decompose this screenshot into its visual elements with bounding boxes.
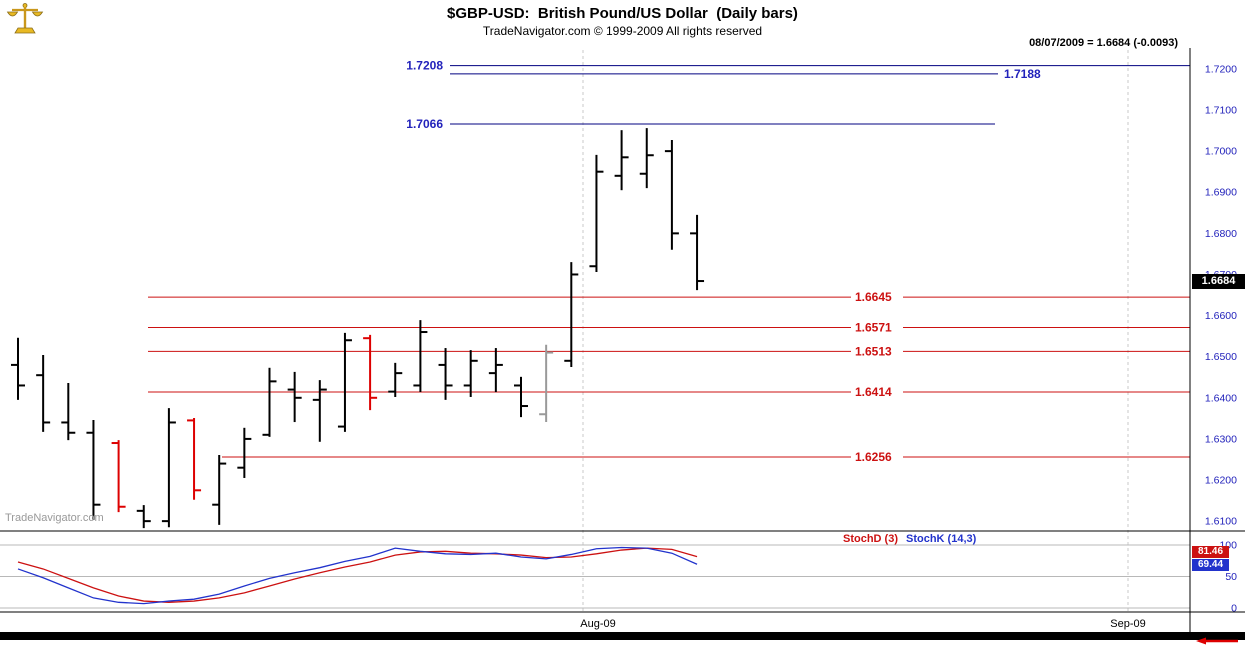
price-axis-label: 1.6300 — [1205, 433, 1237, 445]
price-axis-label: 1.6100 — [1205, 516, 1237, 528]
price-axis-label: 1.6400 — [1205, 392, 1237, 404]
stoch-d-line — [17, 547, 698, 603]
scales-logo-graphic — [6, 3, 44, 34]
price-level-label: 1.7188 — [1004, 67, 1041, 81]
level-label-mask — [851, 343, 903, 359]
watermark-text: TradeNavigator.com — [5, 512, 104, 524]
price-axis-label: 1.6900 — [1205, 187, 1237, 199]
level-label-mask — [851, 289, 903, 305]
price-axis-label: 1.6200 — [1205, 475, 1237, 487]
price-axis-label: 1.7000 — [1205, 146, 1237, 158]
price-level-label: 1.6513 — [855, 344, 892, 358]
price-axis-label: 1.6800 — [1205, 228, 1237, 240]
copyright-text: TradeNavigator.com © 1999-2009 All right… — [482, 24, 763, 38]
stoch-d-value-badge: 81.46 — [1192, 546, 1229, 558]
price-axis-label: 1.6500 — [1205, 351, 1237, 363]
price-level-label: 1.6571 — [855, 321, 892, 335]
level-label-mask — [851, 449, 903, 465]
stoch-d-label: StochD (3) — [843, 533, 898, 545]
level-label-mask — [851, 384, 903, 400]
level-label-mask — [851, 320, 903, 335]
horizontal-scrollbar[interactable] — [0, 632, 1245, 645]
stoch-k-value-badge: 69.44 — [1192, 559, 1229, 571]
price-axis-label: 1.7200 — [1205, 63, 1237, 75]
x-axis-label: Sep-09 — [1110, 618, 1145, 630]
stoch-k-line — [17, 546, 698, 605]
chart-title: $GBP-USD: British Pound/US Dollar (Daily… — [447, 5, 798, 22]
price-level-label: 1.6414 — [855, 385, 892, 399]
x-axis-label: Aug-09 — [580, 618, 615, 630]
price-axis-label: 1.6600 — [1205, 310, 1237, 322]
quote-readout: 08/07/2009 = 1.6684 (-0.0093) — [1029, 37, 1178, 49]
current-price-badge: 1.6684 — [1192, 274, 1245, 289]
price-level-label: 1.6256 — [855, 450, 892, 464]
price-axis-label: 1.7100 — [1205, 105, 1237, 117]
price-level-label: 1.6645 — [855, 290, 892, 304]
scales-logo-icon[interactable] — [6, 2, 44, 40]
price-level-label: 1.7208 — [406, 59, 443, 73]
stoch-k-label: StochK (14,3) — [906, 533, 977, 545]
scroll-left-arrow-icon[interactable] — [1196, 632, 1241, 645]
stoch-scale-label: 0 — [1231, 603, 1237, 615]
stoch-scale-label: 50 — [1225, 571, 1237, 583]
price-level-label: 1.7066 — [406, 117, 443, 131]
